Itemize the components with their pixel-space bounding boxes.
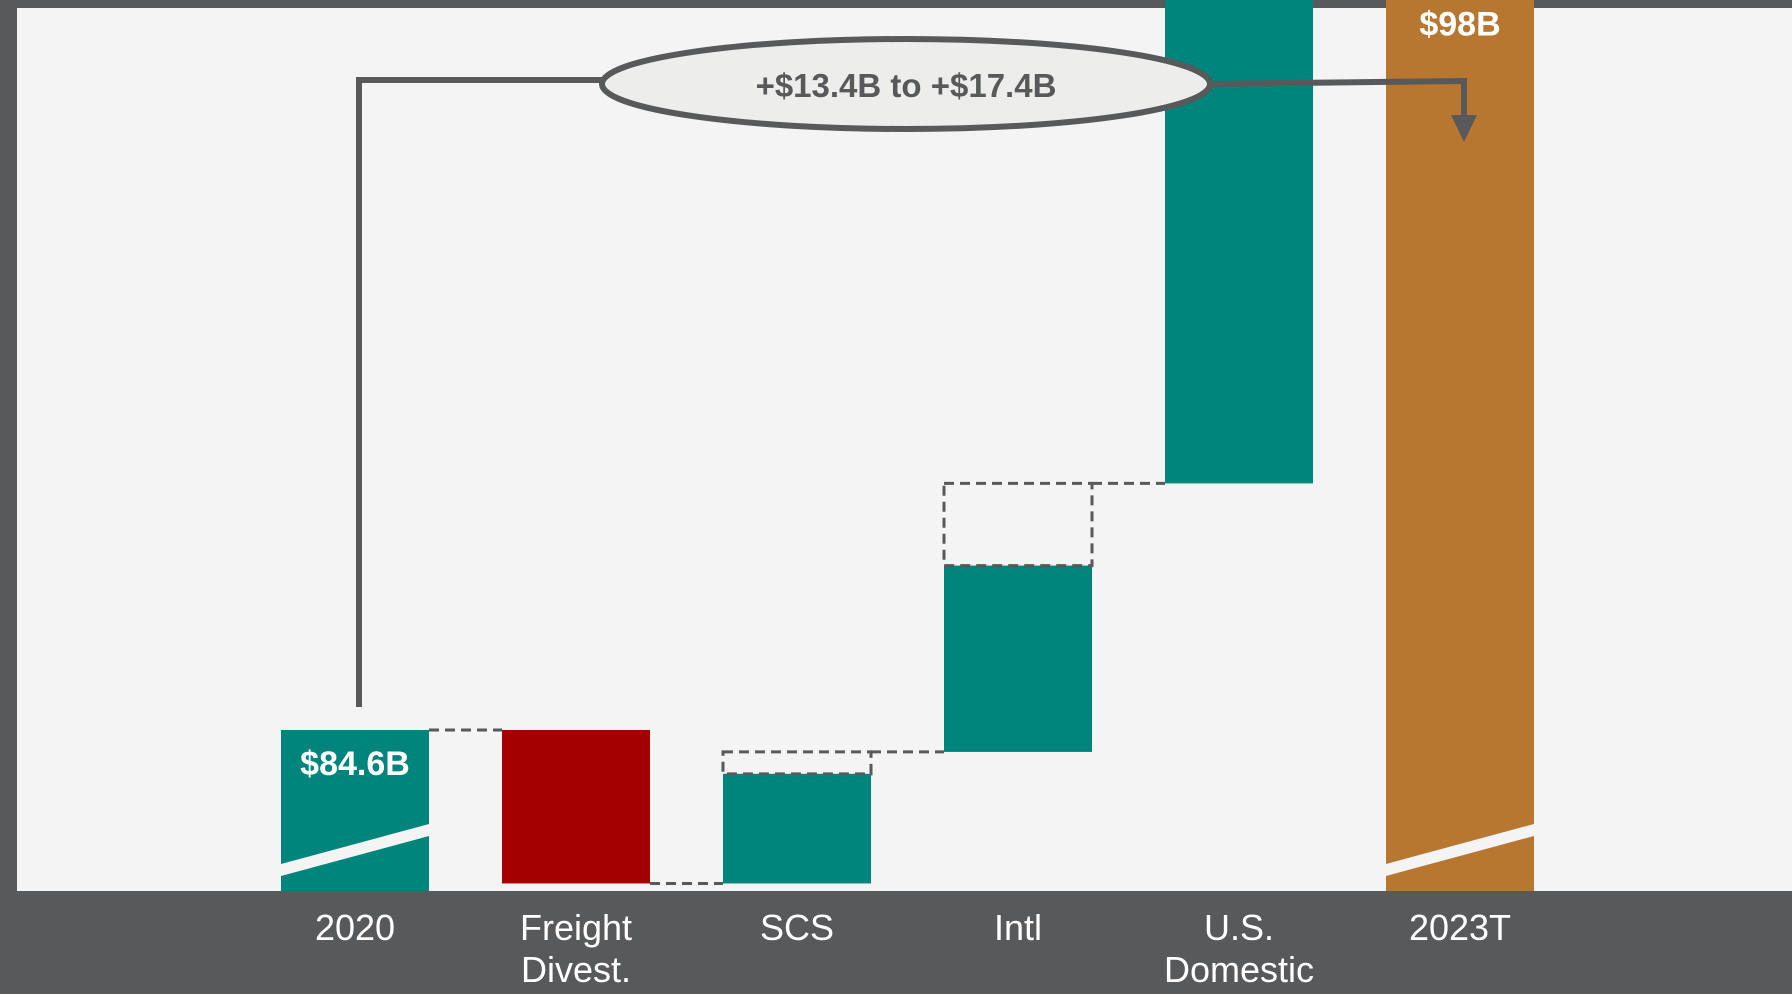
category-label-0-0: 2020 xyxy=(315,907,395,948)
bar-5 xyxy=(1386,0,1534,892)
bracket-line-left xyxy=(356,77,605,707)
category-label-1-0: Freight xyxy=(520,907,632,948)
axis-break-5 xyxy=(1386,824,1534,876)
range-box-2 xyxy=(721,750,873,776)
bar-1 xyxy=(502,730,650,884)
bar-2 xyxy=(723,773,871,884)
data-label-2020: $84.6B xyxy=(300,745,410,783)
category-label-4-1: Domestic xyxy=(1164,949,1314,989)
bracket-arrow-head xyxy=(1451,115,1477,142)
bar-3 xyxy=(944,565,1092,752)
category-label-3-0: Intl xyxy=(994,907,1042,948)
annotation-ellipse xyxy=(599,36,1213,132)
bracket-line-right xyxy=(1207,77,1467,118)
annotation-label: +$13.4B to +$17.4B xyxy=(756,67,1057,104)
category-label-4-0: U.S. xyxy=(1204,907,1274,948)
range-box-3 xyxy=(942,481,1094,568)
category-label-5-0: 2023T xyxy=(1409,907,1511,948)
data-label-2023t: $98B xyxy=(1419,6,1500,44)
category-label-2-0: SCS xyxy=(760,907,834,948)
axis-break-0 xyxy=(281,824,429,876)
category-label-1-1: Divest. xyxy=(521,949,631,989)
